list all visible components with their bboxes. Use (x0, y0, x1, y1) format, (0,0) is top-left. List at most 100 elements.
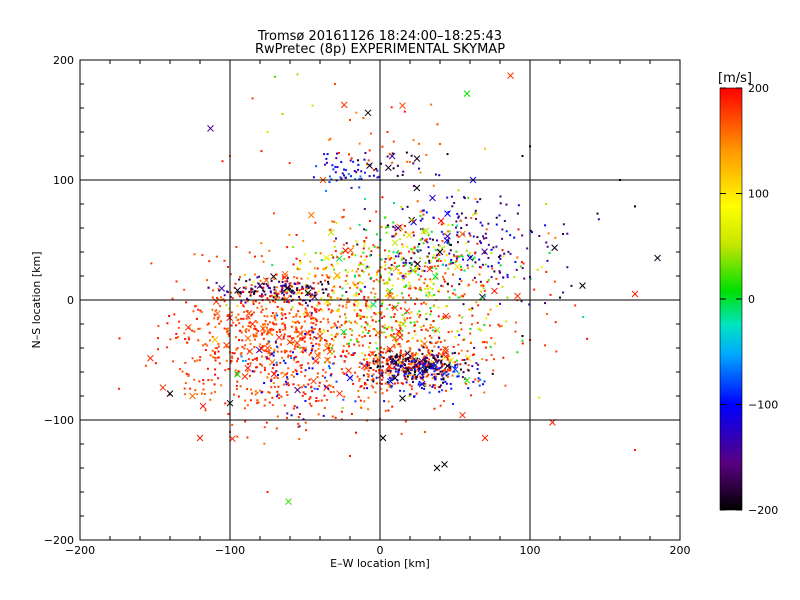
data-point-dot (358, 264, 361, 267)
data-point-dot (406, 245, 409, 248)
data-point-dot (442, 377, 445, 380)
data-point-dot (412, 359, 415, 362)
data-point-dot (310, 329, 313, 332)
data-point-dot (368, 175, 371, 178)
data-point-dot (430, 230, 433, 233)
data-point-dot (365, 229, 368, 232)
data-point-dot (421, 217, 424, 220)
data-point-dot (426, 368, 429, 371)
data-point-dot (483, 289, 486, 292)
data-point-dot (377, 270, 380, 273)
data-point-dot (406, 205, 409, 208)
data-point-dot (380, 350, 383, 353)
y-axis-label: N–S location [km] (30, 251, 43, 348)
data-point-dot (443, 250, 446, 253)
data-point-dot (464, 242, 467, 245)
data-point-dot (282, 335, 285, 338)
data-point-dot (431, 288, 434, 291)
data-point-dot (300, 364, 303, 367)
data-point-dot (443, 369, 446, 372)
data-point-dot (376, 358, 379, 361)
data-point-dot (505, 203, 508, 206)
data-point-dot (468, 251, 471, 254)
data-point-dot (343, 258, 346, 261)
data-point-dot (457, 296, 460, 299)
data-point-dot (384, 351, 387, 354)
data-point-x (218, 285, 226, 292)
data-point-dot (311, 345, 314, 348)
data-point-dot (392, 221, 395, 224)
data-point-dot (249, 399, 252, 402)
data-point-dot (362, 263, 365, 266)
data-point-dot (344, 269, 347, 272)
data-point-x (286, 338, 294, 346)
data-point-x (259, 325, 267, 332)
data-point-dot (343, 395, 346, 398)
data-point-dot (245, 280, 248, 283)
data-point-dot (460, 255, 463, 258)
data-point-dot (376, 169, 379, 172)
data-point-dot (429, 334, 432, 337)
data-point-dot (356, 312, 359, 315)
data-point-dot (402, 353, 405, 356)
data-point-x (246, 348, 254, 355)
data-point-dot (441, 239, 444, 242)
data-point-dot (465, 224, 468, 227)
data-point-dot (280, 395, 283, 398)
data-point-dot (247, 312, 250, 315)
data-point-dot (275, 370, 278, 373)
data-point-dot (358, 281, 361, 284)
data-point-dot (287, 367, 290, 370)
data-point-dot (233, 352, 236, 355)
data-point-dot (499, 202, 502, 205)
data-point-dot (260, 242, 263, 245)
data-point-dot (389, 385, 392, 388)
data-point-dot (188, 327, 191, 330)
data-point-dot (259, 279, 262, 282)
data-point-dot (292, 341, 295, 344)
data-point-dot (473, 256, 476, 259)
data-point-dot (344, 279, 347, 282)
data-point-dot (453, 288, 456, 291)
data-point-dot (335, 222, 338, 225)
data-point-dot (260, 293, 263, 296)
data-point-dot (389, 291, 392, 294)
data-point-dot (393, 346, 396, 349)
data-point-dot (244, 286, 247, 289)
data-point-dot (214, 368, 217, 371)
data-point-dot (204, 349, 207, 352)
data-point-dot (381, 316, 384, 319)
data-point-dot (332, 325, 335, 328)
data-point-dot (367, 247, 370, 250)
data-point-dot (402, 264, 405, 267)
data-point-dot (279, 308, 282, 311)
data-point-dot (282, 293, 285, 296)
data-point-dot (313, 387, 316, 390)
data-point-dot (281, 314, 284, 317)
data-point-dot (372, 373, 375, 376)
data-point-dot (400, 381, 403, 384)
x-tick-label: 0 (377, 544, 384, 557)
data-point-dot (321, 283, 324, 286)
data-point-dot (239, 291, 242, 294)
data-point-dot (251, 313, 254, 316)
data-point-dot (261, 323, 264, 326)
data-point-dot (381, 392, 384, 395)
data-point-dot (366, 300, 369, 303)
data-point-dot (514, 321, 517, 324)
data-point-dot (582, 315, 585, 318)
data-point-dot (513, 276, 516, 279)
data-point-dot (364, 302, 367, 305)
data-point-x (196, 434, 204, 442)
data-point-dot (295, 233, 298, 236)
data-point-dot (380, 382, 383, 385)
data-point-dot (268, 401, 271, 404)
data-point-dot (430, 260, 433, 263)
data-point-dot (288, 312, 291, 315)
data-point-dot (432, 356, 435, 359)
data-point-dot (448, 263, 451, 266)
data-point-dot (433, 293, 436, 296)
data-point-dot (390, 316, 393, 319)
data-point-dot (424, 357, 427, 360)
data-point-dot (433, 265, 436, 268)
